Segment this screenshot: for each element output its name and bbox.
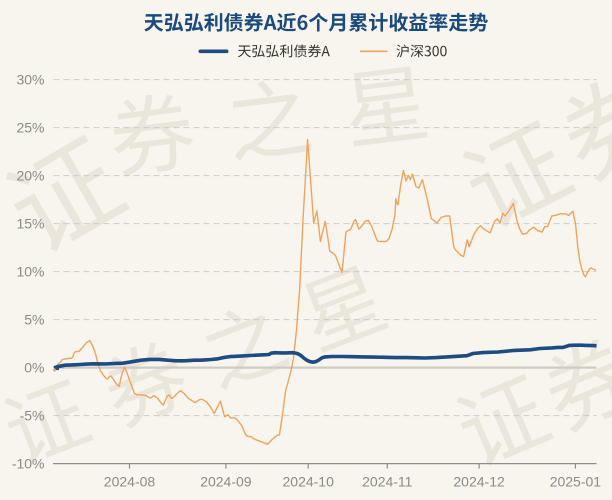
svg-text:30%: 30% (16, 72, 44, 88)
svg-text:0%: 0% (24, 360, 44, 376)
svg-text:2024-12: 2024-12 (453, 474, 505, 490)
svg-text:5%: 5% (24, 312, 44, 328)
svg-text:2024-09: 2024-09 (200, 474, 252, 490)
svg-text:-10%: -10% (12, 456, 45, 472)
svg-text:2025-01: 2025-01 (550, 474, 602, 490)
svg-text:2024-08: 2024-08 (104, 474, 156, 490)
svg-text:2024-11: 2024-11 (362, 474, 413, 490)
svg-text:2024-10: 2024-10 (283, 474, 335, 490)
svg-text:-5%: -5% (20, 408, 45, 424)
svg-text:20%: 20% (16, 168, 44, 184)
svg-text:10%: 10% (16, 264, 44, 280)
svg-text:25%: 25% (16, 120, 44, 136)
svg-text:15%: 15% (16, 216, 44, 232)
